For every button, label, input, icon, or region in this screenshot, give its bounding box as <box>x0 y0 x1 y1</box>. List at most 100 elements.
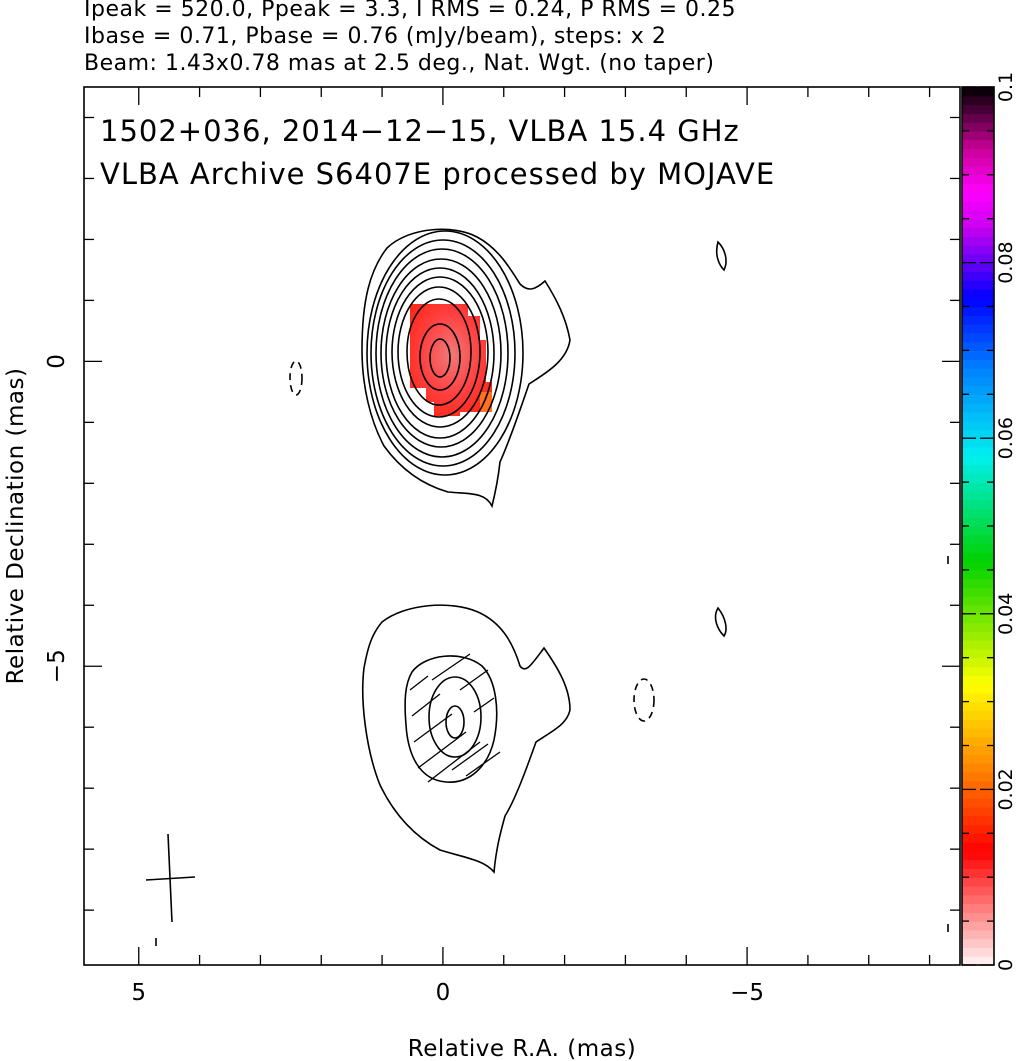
colorbar-step <box>962 868 994 878</box>
colorbar-step <box>962 315 994 325</box>
colorbar-step <box>962 727 994 738</box>
colorbar-step <box>962 596 994 606</box>
colorbar-step <box>962 780 994 790</box>
colorbar-step <box>962 139 994 150</box>
colorbar-step <box>962 306 994 316</box>
x-tick-label: −5 <box>730 980 764 1006</box>
colorbar-step <box>962 763 994 773</box>
x-tick-label: 5 <box>131 980 146 1006</box>
colorbar-step <box>962 517 994 527</box>
colorbar-step <box>962 236 994 246</box>
colorbar-tick-label: 0.08 <box>995 241 1017 283</box>
header-line-3: Beam: 1.43x0.78 mas at 2.5 deg., Nat. Wg… <box>84 51 715 76</box>
colorbar-step <box>962 253 994 264</box>
colorbar-step <box>962 543 994 553</box>
colorbar-step <box>962 666 994 676</box>
plot-title-line-1: 1502+036, 2014−12−15, VLBA 15.4 GHz <box>100 114 740 148</box>
y-tick-label: 0 <box>44 354 70 369</box>
colorbar-step <box>962 552 994 562</box>
colorbar-step <box>962 613 994 624</box>
colorbar-step <box>962 929 994 940</box>
colorbar-step <box>962 403 994 413</box>
colorbar-step <box>962 903 994 913</box>
colorbar-step <box>962 894 994 905</box>
colorbar-step <box>962 815 994 826</box>
colorbar-step <box>962 455 994 466</box>
colorbar <box>962 87 994 966</box>
secondary-component-contours <box>361 604 571 874</box>
colorbar-step <box>962 947 994 957</box>
colorbar-tick-label: 0.02 <box>995 768 1017 810</box>
colorbar-step <box>962 859 994 870</box>
colorbar-step <box>962 166 994 176</box>
colorbar-step <box>962 429 994 439</box>
colorbar-step <box>962 376 994 387</box>
colorbar-step <box>962 411 994 422</box>
colorbar-step <box>962 640 994 650</box>
colorbar-tick-label: 0.04 <box>995 593 1017 635</box>
colorbar-step <box>962 684 994 694</box>
colorbar-tick-label: 0.1 <box>995 72 1017 102</box>
colorbar-step <box>962 877 994 887</box>
header-line-1: Ipeak = 520.0, Ppeak = 3.3, I RMS = 0.24… <box>84 0 736 22</box>
header-line-2: Ibase = 0.71, Pbase = 0.76 (mJy/beam), s… <box>84 24 667 49</box>
x-tick-label: 0 <box>436 980 451 1006</box>
plot-frame <box>83 86 961 966</box>
colorbar-step <box>962 701 994 711</box>
noise-contours <box>155 240 949 946</box>
y-axis-label: Relative Declination (mas) <box>3 368 29 685</box>
colorbar-step <box>962 350 994 360</box>
colorbar-step <box>962 561 994 571</box>
colorbar-step <box>962 921 994 931</box>
colorbar-step <box>962 508 994 518</box>
colorbar-step <box>962 420 994 431</box>
y-tick-label: −5 <box>44 649 70 683</box>
colorbar-step <box>962 745 994 755</box>
colorbar-step <box>962 324 994 334</box>
colorbar-step <box>962 201 994 211</box>
colorbar-step <box>962 262 994 272</box>
colorbar-step <box>962 490 994 501</box>
colorbar-step <box>962 710 994 720</box>
colorbar-step <box>962 227 994 237</box>
colorbar-step <box>962 104 994 114</box>
colorbar-step <box>962 341 994 351</box>
colorbar-step <box>962 174 994 185</box>
colorbar-step <box>962 824 994 834</box>
colorbar-step <box>962 657 994 668</box>
colorbar-step <box>962 288 994 299</box>
colorbar-step <box>962 587 994 597</box>
colorbar-step <box>962 789 994 799</box>
colorbar-step <box>962 130 994 141</box>
colorbar-step <box>962 183 994 193</box>
colorbar-step <box>962 245 994 255</box>
colorbar-step <box>962 482 994 492</box>
colorbar-step <box>962 631 994 641</box>
colorbar-step <box>962 534 994 545</box>
colorbar-tick-label: 0.06 <box>995 417 1017 459</box>
colorbar-step <box>962 798 994 808</box>
colorbar-step <box>962 280 994 290</box>
axis-tick-labels: 5 0 −5 0 −5 <box>44 354 764 1006</box>
colorbar-step <box>962 271 994 281</box>
colorbar-step <box>962 473 994 483</box>
plot-title-line-2: VLBA Archive S6407E processed by MOJAVE <box>100 157 775 191</box>
colorbar-step <box>962 569 994 580</box>
beam-cross <box>145 833 196 923</box>
colorbar-step <box>962 754 994 764</box>
colorbar-step <box>962 122 994 132</box>
colorbar-step <box>962 148 994 158</box>
colorbar-step <box>962 297 994 308</box>
colorbar-step <box>962 675 994 685</box>
colorbar-tick-labels: 0 0.02 0.04 0.06 0.08 0.1 <box>995 72 1017 971</box>
colorbar-step <box>962 218 994 229</box>
colorbar-ticks <box>962 86 994 966</box>
colorbar-step <box>962 499 994 510</box>
colorbar-step <box>962 605 994 615</box>
colorbar-step <box>962 692 994 703</box>
polarization-color-patch <box>410 304 492 416</box>
colorbar-step <box>962 833 994 843</box>
colorbar-step <box>962 719 994 729</box>
colorbar-step <box>962 648 994 659</box>
